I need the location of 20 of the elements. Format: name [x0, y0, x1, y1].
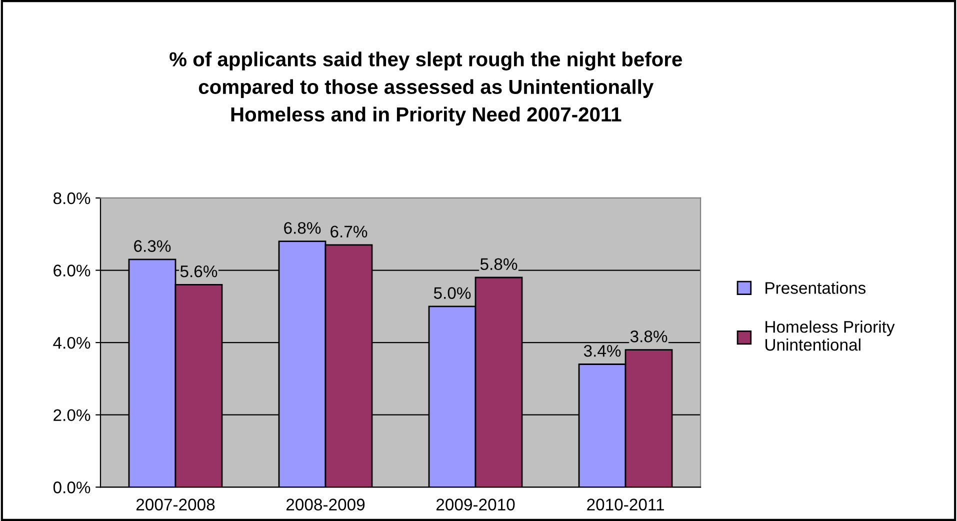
data-label: 5.8%	[480, 258, 518, 270]
data-label: 6.7%	[330, 226, 368, 238]
y-tick-label: 4.0%	[53, 336, 90, 349]
data-label: 6.8%	[284, 222, 321, 234]
y-tick-label: 0.0%	[53, 482, 90, 494]
data-label: 3.4%	[584, 344, 621, 357]
data-label: 5.0%	[434, 287, 471, 299]
data-label: 6.3%	[134, 240, 171, 252]
x-tick-label: 2008-2009	[286, 498, 365, 510]
y-tick-label: 8.0%	[54, 192, 90, 204]
y-tick-label: 2.0%	[54, 409, 90, 422]
x-tick-label: 2009-2010	[436, 498, 515, 510]
legend-label: Homeless Priority Unintentional	[765, 320, 895, 351]
data-label: 3.8%	[630, 330, 668, 342]
legend-label: Presentations	[766, 282, 866, 294]
x-tick-label: 2007-2008	[136, 498, 215, 510]
y-tick-label: 6.0%	[54, 264, 90, 276]
chart-title: % of applicants said they slept rough the night before compared to those assessed as Unintentionally Homeless and in Priority Need 2007-2011	[170, 52, 682, 126]
data-label: 5.6%	[180, 265, 218, 278]
x-tick-label: 2010-2011	[587, 498, 664, 510]
